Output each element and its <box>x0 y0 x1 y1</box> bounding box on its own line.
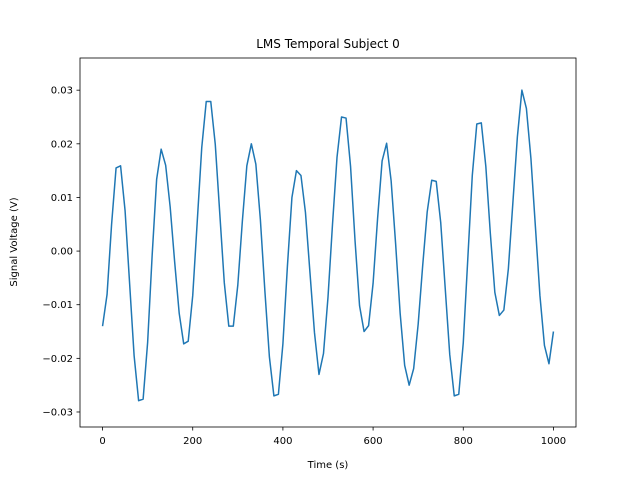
x-tick-label: 800 <box>454 436 473 447</box>
y-tick-label: −0.01 <box>42 300 73 311</box>
x-tick-label: 600 <box>364 436 383 447</box>
y-tick-label: 0.02 <box>51 139 73 150</box>
x-tick-label: 400 <box>273 436 292 447</box>
y-tick-label: −0.02 <box>42 354 73 365</box>
y-tick-label: 0.01 <box>51 193 73 204</box>
data-line <box>101 89 555 402</box>
x-tick-label: 200 <box>183 436 202 447</box>
x-axis-label: Time (s) <box>307 460 349 471</box>
y-tick-label: 0.03 <box>51 86 73 97</box>
x-tick-label: 1000 <box>541 436 566 447</box>
y-axis-label: Signal Voltage (V) <box>9 197 20 286</box>
y-tick-label: −0.03 <box>42 407 73 418</box>
x-tick-label: 0 <box>99 436 105 447</box>
plot-frame <box>79 57 577 428</box>
y-tick-label: 0.00 <box>51 247 73 258</box>
chart-title: LMS Temporal Subject 0 <box>256 37 400 51</box>
